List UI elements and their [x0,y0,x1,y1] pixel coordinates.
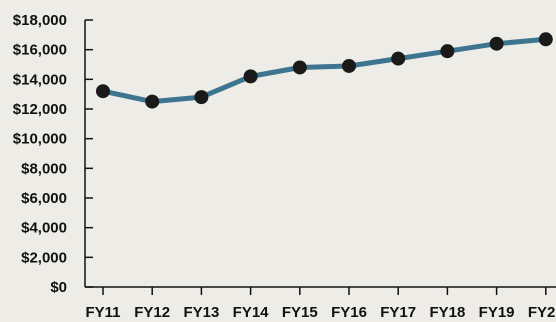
x-tick-label: FY18 [429,304,465,321]
y-tick-label: $8,000 [21,160,67,177]
y-tick-label: $10,000 [13,131,67,148]
x-tick-label: FY15 [282,304,318,321]
y-tick-label: $4,000 [21,220,67,237]
data-point-fy20 [538,32,553,47]
y-axis: $0 $2,000 $4,000 $6,000 $8,000 $10,000 $12,000… [13,12,93,296]
data-point-fy11 [96,84,110,99]
data-point-fy13 [194,90,209,105]
series-group [96,32,553,109]
data-point-fy12 [145,94,160,109]
x-tick-label: FY16 [331,304,367,321]
y-tick-label: $12,000 [13,101,67,118]
y-tick-label: $14,000 [13,71,67,88]
y-tick-label: $16,000 [13,42,67,59]
x-tick-label: FY14 [233,304,270,321]
x-tick-label: FY17 [380,304,416,321]
data-point-fy15 [292,60,307,75]
x-tick-label: FY11 [85,304,120,321]
y-tick-label: $6,000 [21,190,67,207]
data-point-fy14 [243,69,258,84]
data-point-fy17 [391,51,406,66]
y-tick-label: $0 [50,279,67,296]
x-tick-label: FY12 [134,304,170,321]
x-tick-label: FY13 [183,304,219,321]
x-tick-label: FY19 [479,304,515,321]
x-axis: FY11 FY12 FY13 FY14 FY15 FY16 FY17 FY18 FY19 FY20 [85,286,556,321]
series-line [100,36,549,105]
y-tick-label: $2,000 [21,249,67,266]
data-point-fy18 [440,44,455,59]
data-point-fy16 [342,58,356,73]
x-tick-label: FY20 [528,304,556,321]
data-point-fy19 [489,36,504,51]
y-tick-label: $18,000 [13,12,67,29]
